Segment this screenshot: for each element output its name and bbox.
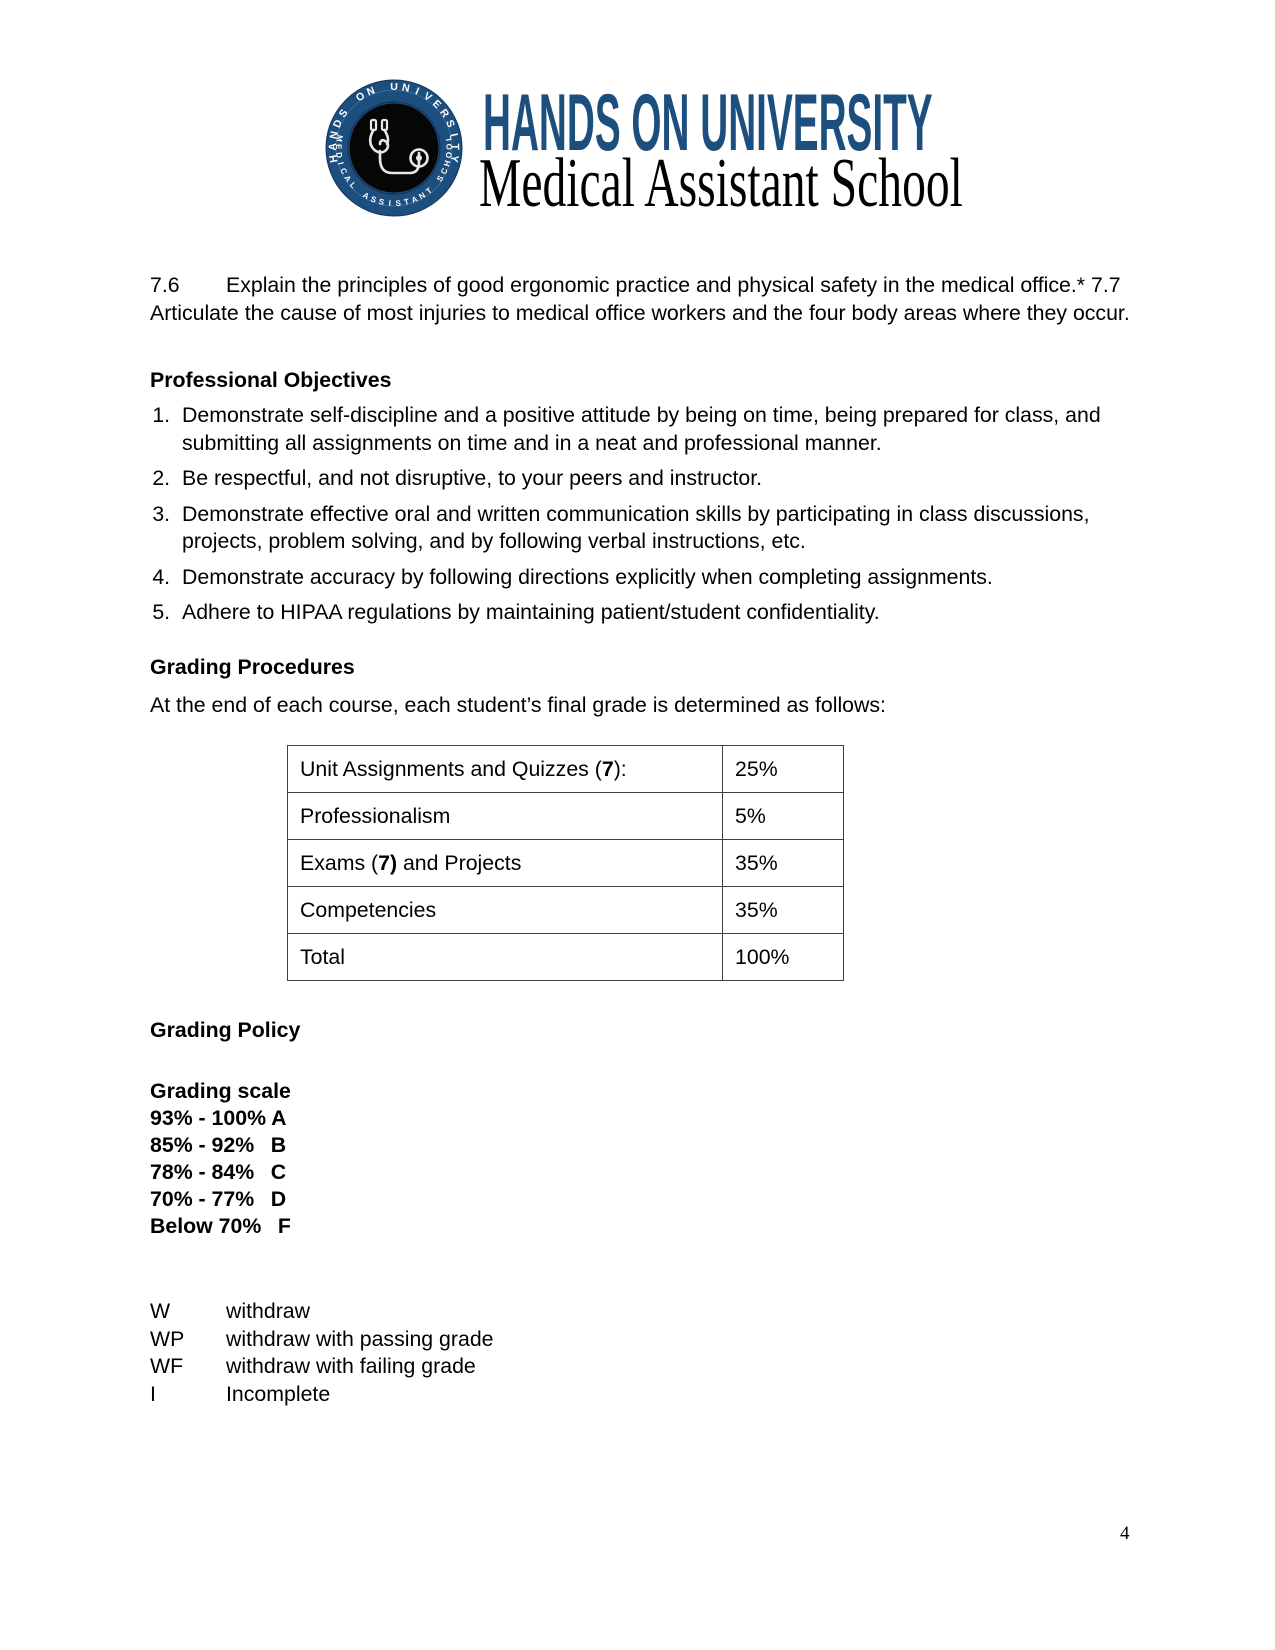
svg-text:U: U xyxy=(390,81,398,93)
svg-text:O: O xyxy=(444,151,454,158)
svg-text:O: O xyxy=(445,144,454,150)
svg-text:E: E xyxy=(334,144,343,150)
